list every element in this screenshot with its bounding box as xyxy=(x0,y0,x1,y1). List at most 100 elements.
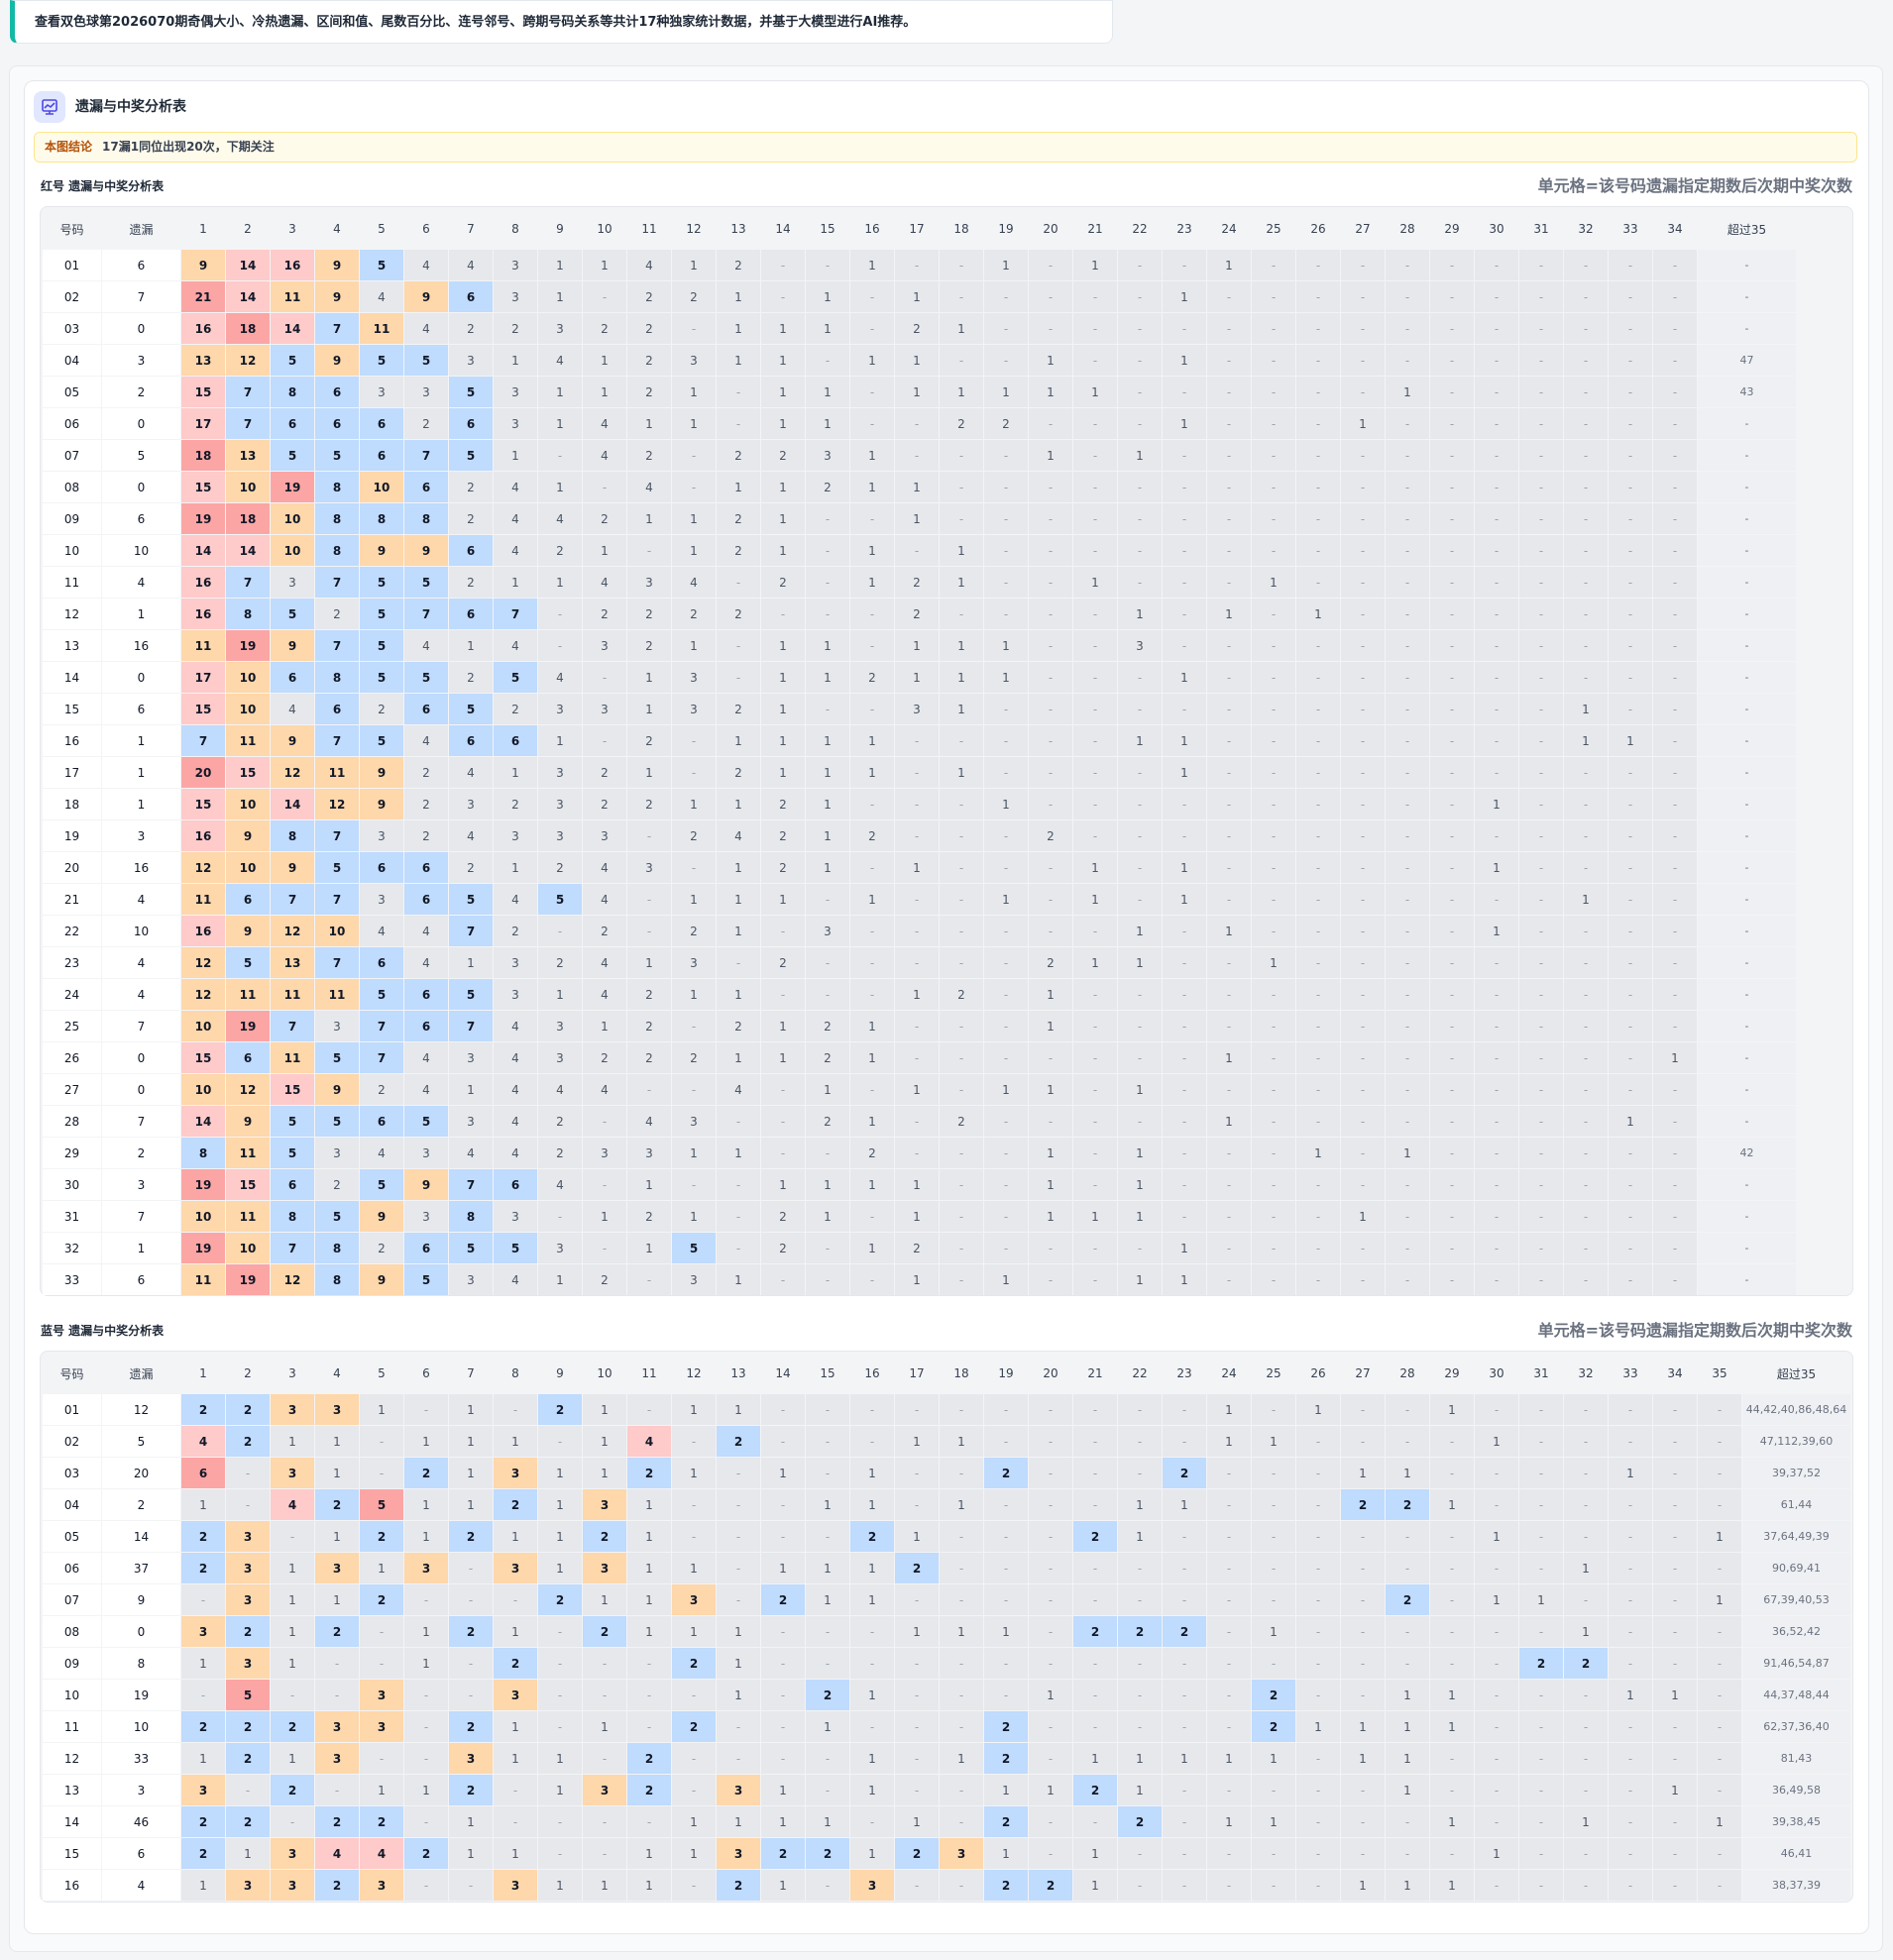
count-cell: - xyxy=(449,1680,493,1710)
count-cell: - xyxy=(1430,408,1474,439)
count-cell: 1 xyxy=(672,1806,716,1837)
miss-cell: 10 xyxy=(102,1711,180,1742)
count-cell: - xyxy=(627,820,671,851)
count-cell: - xyxy=(1653,1806,1697,1837)
miss-cell: 3 xyxy=(102,820,180,851)
count-cell: - xyxy=(1519,1011,1563,1041)
count-cell: 2 xyxy=(940,408,983,439)
count-cell: - xyxy=(1653,1838,1697,1869)
count-cell: 2 xyxy=(404,1838,448,1869)
count-cell: - xyxy=(1163,567,1206,598)
count-cell: 1 xyxy=(360,1553,403,1583)
over-cell: - xyxy=(1698,979,1796,1010)
number-cell: 25 xyxy=(43,1011,101,1041)
count-cell: 2 xyxy=(984,1458,1028,1488)
count-cell: - xyxy=(1519,662,1563,693)
count-cell: 4 xyxy=(404,916,448,946)
column-header: 21 xyxy=(1073,209,1117,249)
count-cell: - xyxy=(672,440,716,471)
count-cell: 1 xyxy=(1073,852,1117,883)
count-cell: 5 xyxy=(315,1201,359,1232)
count-cell: - xyxy=(984,1233,1028,1263)
count-cell: 1 xyxy=(226,1838,270,1869)
count-cell: 1 xyxy=(1118,440,1162,471)
count-cell: 1 xyxy=(538,1458,582,1488)
count-cell: - xyxy=(1207,281,1251,312)
count-cell: 1 xyxy=(1252,567,1295,598)
count-cell: 8 xyxy=(360,503,403,534)
count-cell: - xyxy=(984,852,1028,883)
table-row: 29 2 8 11 5 3 4 3 4 4 2 3 3 1 1- -2- - -1-1- - -1-1- - - - - -42 xyxy=(43,1138,1796,1168)
count-cell: 2 xyxy=(940,979,983,1010)
count-cell: 2 xyxy=(1073,1775,1117,1805)
count-cell: 3 xyxy=(672,345,716,376)
count-cell: 1 xyxy=(1386,1775,1429,1805)
count-cell: - xyxy=(1163,1648,1206,1679)
count-cell: - xyxy=(984,281,1028,312)
count-cell: 1 xyxy=(850,1553,894,1583)
miss-cell: 37 xyxy=(102,1553,180,1583)
count-cell: 1 xyxy=(806,1553,849,1583)
count-cell: - xyxy=(1475,884,1518,915)
count-cell: - xyxy=(1653,979,1697,1010)
count-cell: - xyxy=(1386,1011,1429,1041)
count-cell: 2 xyxy=(315,599,359,629)
count-cell: 5 xyxy=(360,979,403,1010)
number-cell: 01 xyxy=(43,250,101,280)
column-header: 30 xyxy=(1475,1354,1518,1393)
count-cell: 1 xyxy=(538,567,582,598)
count-cell: 3 xyxy=(538,313,582,344)
count-cell: - xyxy=(1118,884,1162,915)
count-cell: 1 xyxy=(984,1264,1028,1295)
count-cell: - xyxy=(1341,1394,1385,1425)
over-cell: 42 xyxy=(1698,1138,1796,1168)
count-cell: - xyxy=(1341,1042,1385,1073)
table-row: 02 5 4 2 1 1-1 1 1-1 4-2- - -1 1- - - - -1 1- - - -1- - - - -47… xyxy=(43,1426,1850,1457)
count-cell: 1 xyxy=(672,1553,716,1583)
number-cell: 05 xyxy=(43,377,101,407)
count-cell: 12 xyxy=(181,947,225,978)
count-cell: - xyxy=(984,1553,1028,1583)
count-cell: - xyxy=(1341,916,1385,946)
count-cell: 1 xyxy=(895,345,939,376)
count-cell: - xyxy=(360,1426,403,1457)
count-cell: 4 xyxy=(583,1074,626,1105)
count-cell: - xyxy=(1296,1648,1340,1679)
count-cell: 1 xyxy=(1252,1806,1295,1837)
count-cell: - xyxy=(1207,1838,1251,1869)
count-cell: - xyxy=(984,1521,1028,1552)
count-cell: - xyxy=(1207,630,1251,661)
count-cell: 2 xyxy=(761,1201,805,1232)
count-cell: - xyxy=(940,1806,983,1837)
count-cell: - xyxy=(850,313,894,344)
count-cell: 2 xyxy=(404,820,448,851)
count-cell: 4 xyxy=(494,630,537,661)
count-cell: - xyxy=(717,1743,760,1774)
count-cell: 7 xyxy=(449,1169,493,1200)
count-cell: - xyxy=(1207,1521,1251,1552)
count-cell: 2 xyxy=(672,599,716,629)
over-cell: - xyxy=(1698,757,1796,788)
over-cell: - xyxy=(1698,535,1796,566)
count-cell: 2 xyxy=(538,1106,582,1137)
count-cell: 2 xyxy=(627,1201,671,1232)
count-cell: 1 xyxy=(627,947,671,978)
count-cell: 1 xyxy=(1519,1584,1563,1615)
count-cell: - xyxy=(1252,1042,1295,1073)
count-cell: - xyxy=(984,1680,1028,1710)
count-cell: 1 xyxy=(940,1426,983,1457)
table-row: 02 7 21 14 11 9 4 9 6 3 1-2 2 1-1-1- - - - -1- - - - - - - - - - -… xyxy=(43,281,1796,312)
number-cell: 15 xyxy=(43,694,101,724)
count-cell: - xyxy=(1207,725,1251,756)
count-cell: - xyxy=(940,1648,983,1679)
count-cell: - xyxy=(1698,1870,1741,1901)
count-cell: - xyxy=(1475,725,1518,756)
count-cell: - xyxy=(1386,567,1429,598)
count-cell: 1 xyxy=(895,281,939,312)
table-row: 20 16 12 10 9 5 6 6 2 1 2 4 3-1 2 1-1- - -1-1- - - - - -1- - - -… xyxy=(43,852,1796,883)
count-cell: - xyxy=(1207,1711,1251,1742)
count-cell: 2 xyxy=(806,1680,849,1710)
count-cell: 13 xyxy=(181,345,225,376)
count-cell: 7 xyxy=(315,567,359,598)
